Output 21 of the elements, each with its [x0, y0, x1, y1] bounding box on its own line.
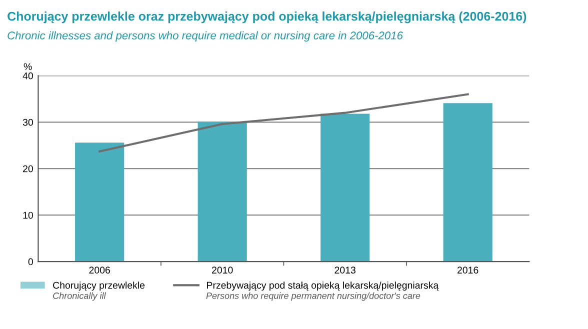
chart-subtitle: Chronic illnesses and persons who require medical or nursing care in 2006-2016 — [8, 31, 403, 42]
legend-label: Chorujący przewlekle — [53, 282, 145, 291]
bar — [443, 103, 492, 262]
text: Persons who require permanent nursing/doctor's care — [206, 292, 420, 301]
y-tick-label: 10 — [23, 212, 33, 219]
x-tick-label: 2006 — [89, 266, 110, 274]
chart-title: Chorujący przewlekle oraz przebywający pod opieką lekarską/pielęgniarską (2006-2016) — [8, 12, 526, 24]
legend-label: Przebywający pod stałą opieką lekarską/pielęgniarską — [207, 282, 439, 291]
y-tick-label: 0 — [28, 258, 33, 266]
bar — [198, 122, 247, 262]
line-series — [98, 93, 469, 152]
y-tick-label: 40 — [22, 72, 33, 80]
bar — [75, 142, 124, 262]
y-axis-title: % — [24, 63, 32, 70]
y-tick-label: 20 — [23, 165, 33, 172]
x-tick-label: 2013 — [334, 266, 356, 274]
y-tick-label: 30 — [22, 118, 33, 126]
x-tick-label: 2010 — [212, 266, 233, 274]
text: Chronically ill — [53, 292, 106, 301]
x-tick-label: 2016 — [458, 266, 478, 274]
bar — [320, 114, 370, 262]
